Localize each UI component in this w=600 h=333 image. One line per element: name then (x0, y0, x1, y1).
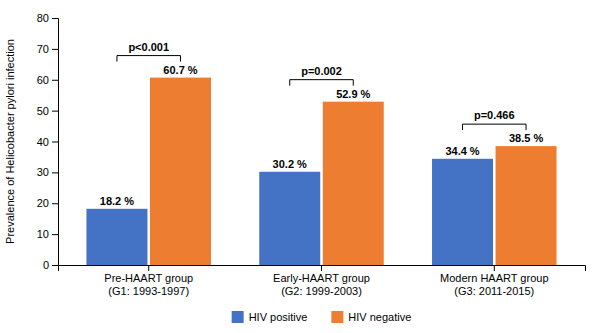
data-label: 52.9 % (336, 88, 370, 100)
y-axis-title: Prevalence of Helicobacter pylori infect… (4, 39, 16, 244)
y-tick-mark (52, 49, 58, 50)
bars (86, 78, 556, 265)
y-tick: 50 (37, 105, 58, 117)
p-value: p=0.466 (474, 109, 515, 121)
y-tick-label: 30 (37, 166, 49, 178)
chart: 0 10 20 30 40 50 60 70 80 Pre-HAART group(G1: 199… (0, 0, 600, 333)
bracket (463, 124, 527, 130)
legend-label: HIV positive (249, 311, 308, 323)
x-tick-mark (321, 265, 322, 271)
y-tick-mark (52, 203, 58, 204)
x-tick-label: Early-HAART group(G2: 1999-2003) (273, 272, 370, 297)
legend-item: HIV negative (331, 311, 411, 323)
data-label: 18.2 % (100, 195, 134, 207)
bar (432, 159, 493, 265)
bar (259, 172, 320, 265)
y-tick-mark (52, 111, 58, 112)
data-label: 38.5 % (509, 132, 543, 144)
x-tick-label: Pre-HAART group(G1: 1993-1997) (104, 272, 193, 297)
y-tick-mark (52, 80, 58, 81)
legend-swatch (232, 311, 244, 323)
y-tick-label: 70 (37, 43, 49, 55)
annotations: p<0.001 p=0.002 p=0.466 (117, 41, 526, 131)
y-tick: 20 (37, 197, 58, 209)
x-tick-mark (148, 265, 149, 271)
bracket (290, 80, 354, 86)
bar (150, 78, 211, 265)
y-tick-label: 40 (37, 136, 49, 148)
x-tick: Early-HAART group(G2: 1999-2003) (273, 265, 370, 297)
y-tick-label: 0 (43, 259, 49, 271)
y-tick-label: 10 (37, 228, 49, 240)
x-tick: Modern HAART group(G3: 2011-2015) (440, 265, 548, 297)
y-tick-mark (52, 172, 58, 173)
y-tick: 0 (43, 259, 58, 271)
y-tick-mark (52, 265, 58, 266)
y-tick-label: 20 (37, 197, 49, 209)
x-axis-line (59, 266, 586, 272)
x-tick-label-line: (G1: 1993-1997) (108, 285, 189, 297)
y-axis-line (52, 19, 59, 266)
y-tick-mark (52, 234, 58, 235)
bar (86, 209, 147, 265)
bar-series (86, 159, 493, 265)
bar-series (150, 78, 557, 265)
y-tick-label: 80 (37, 12, 49, 24)
bar (323, 102, 384, 265)
x-tick: Pre-HAART group(G1: 1993-1997) (104, 265, 193, 297)
legend-swatch (331, 311, 343, 323)
chart-container: 0 10 20 30 40 50 60 70 80 Pre-HAART group(G1: 199… (0, 0, 600, 333)
x-tick-label-line: (G3: 2011-2015) (454, 285, 534, 297)
p-value: p=0.002 (301, 65, 342, 77)
x-axis: Pre-HAART group(G1: 1993-1997) Early-HAAR… (59, 265, 586, 297)
p-value: p<0.001 (128, 41, 169, 53)
y-tick: 10 (37, 228, 58, 240)
legend-label: HIV negative (348, 311, 411, 323)
y-tick-mark (52, 142, 58, 143)
y-tick-mark (52, 18, 58, 19)
y-axis: 0 10 20 30 40 50 60 70 80 (37, 12, 59, 271)
data-label: 60.7 % (163, 64, 197, 76)
y-tick: 40 (37, 136, 58, 148)
y-tick: 60 (37, 74, 58, 86)
data-label: 34.4 % (445, 145, 479, 157)
plot-area: 0 10 20 30 40 50 60 70 80 Pre-HAART group(G1: 199… (4, 12, 586, 297)
x-tick-label-line: Pre-HAART group (104, 272, 193, 284)
x-tick-label-line: Early-HAART group (273, 272, 370, 284)
x-tick-mark (494, 265, 495, 271)
y-tick: 70 (37, 43, 58, 55)
bracket (117, 56, 181, 62)
y-tick: 30 (37, 166, 58, 178)
x-tick-label-line: Modern HAART group (440, 272, 548, 284)
legend: HIV positive HIV negative (232, 311, 412, 323)
y-tick-label: 60 (37, 74, 49, 86)
y-tick: 80 (37, 12, 58, 24)
y-tick-label: 50 (37, 105, 49, 117)
data-label: 30.2 % (273, 158, 307, 170)
bar (496, 146, 557, 265)
x-tick-label: Modern HAART group(G3: 2011-2015) (440, 272, 548, 297)
data-labels: 18.2 % 30.2 % 34.4 % 60.7 % 52.9 % 38.5 % (100, 64, 544, 207)
x-tick-label-line: (G2: 1999-2003) (281, 285, 362, 297)
legend-item: HIV positive (232, 311, 308, 323)
